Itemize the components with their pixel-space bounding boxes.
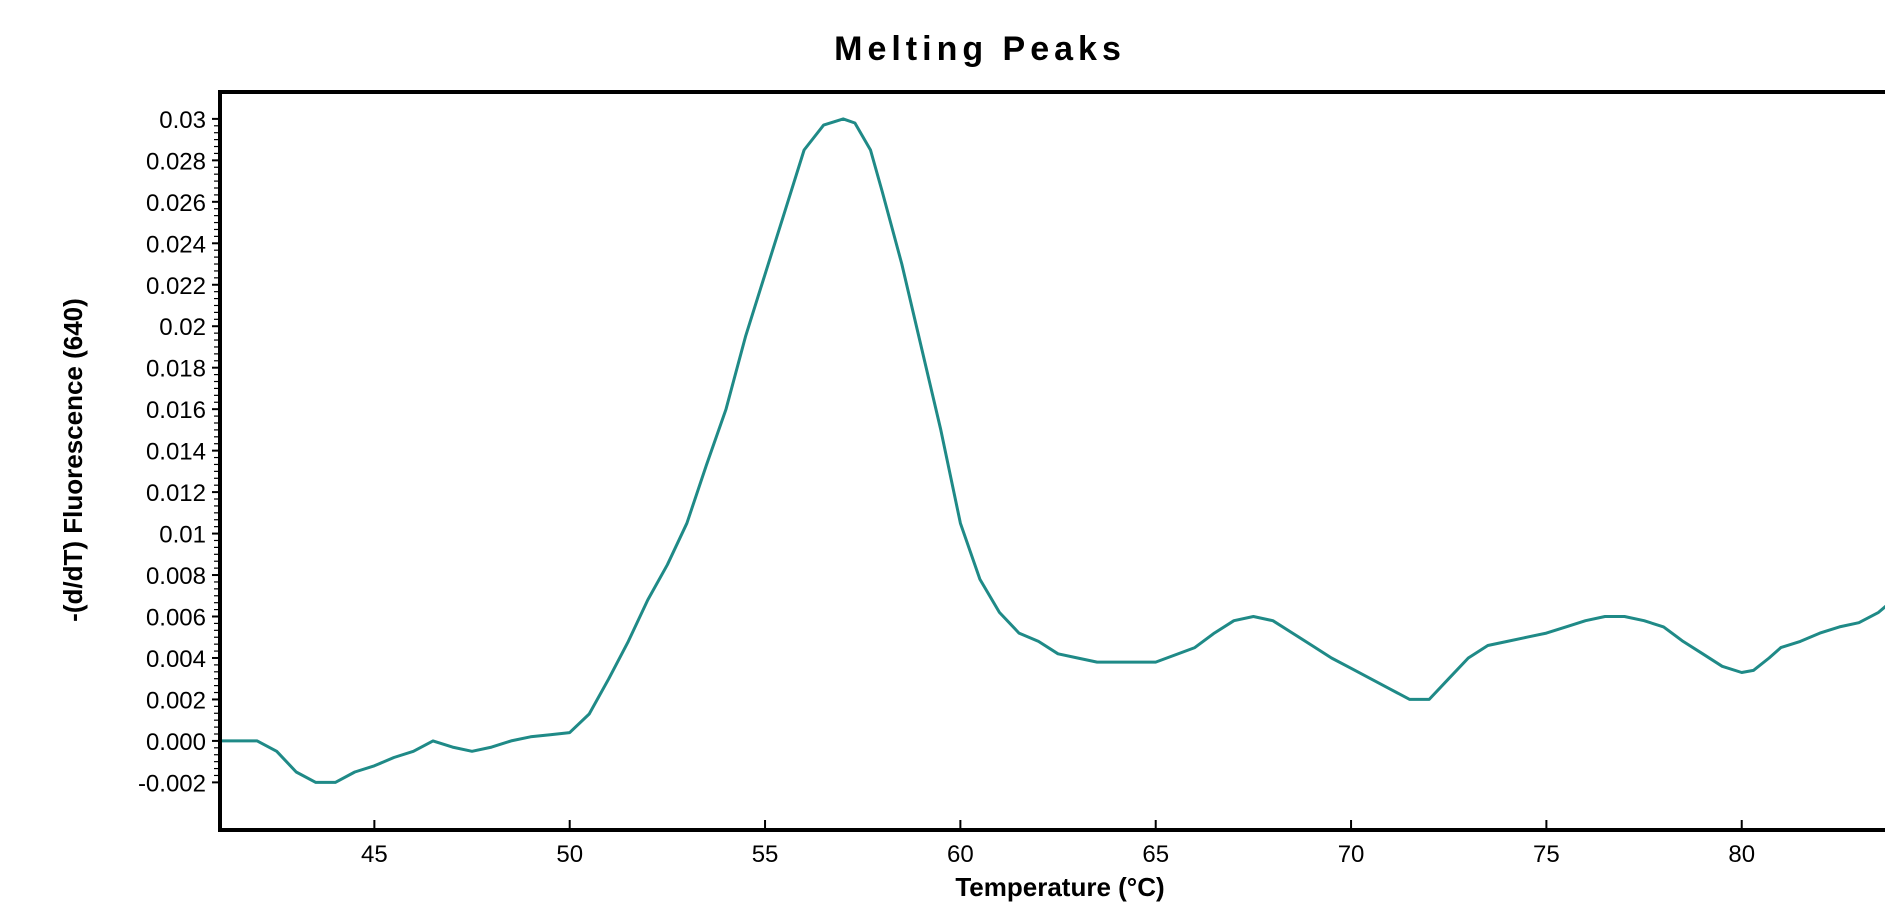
x-axis-label: Temperature (°C) bbox=[955, 872, 1164, 902]
y-tick-label: 0.02 bbox=[159, 314, 206, 341]
x-tick-label: 65 bbox=[1142, 841, 1169, 868]
y-tick-label: 0.016 bbox=[146, 397, 206, 424]
y-tick-label: 0.03 bbox=[159, 107, 206, 134]
x-tick-label: 75 bbox=[1533, 841, 1560, 868]
y-axis-label: -(d/dT) Fluorescence (640) bbox=[58, 298, 88, 622]
y-tick-label: 0.008 bbox=[146, 563, 206, 590]
x-tick-label: 55 bbox=[752, 841, 779, 868]
y-tick-label: 0.012 bbox=[146, 480, 206, 507]
y-tick-label: 0.000 bbox=[146, 729, 206, 756]
series-layer bbox=[222, 117, 1885, 784]
y-tick-label: 0.01 bbox=[159, 522, 206, 549]
x-tick-label: 50 bbox=[556, 841, 583, 868]
x-tick-label: 80 bbox=[1728, 841, 1755, 868]
y-tick-label: 0.006 bbox=[146, 605, 206, 632]
y-tick-label: 0.028 bbox=[146, 148, 206, 175]
plot-area-frame bbox=[218, 90, 1885, 832]
x-tick-label: 45 bbox=[361, 841, 388, 868]
x-axis-ticks: 45 50 55 60 65 70 75 80 bbox=[361, 820, 1755, 868]
chart-title: Melting Peaks bbox=[834, 30, 1126, 68]
x-tick-label: 60 bbox=[947, 841, 974, 868]
y-axis-ticks: 0.03 0.028 0.026 0.024 0.022 0.02 0.018 0.016 0.… bbox=[138, 107, 222, 797]
y-tick-label: 0.014 bbox=[146, 439, 206, 466]
series-line bbox=[222, 117, 1885, 784]
y-tick-label: 0.004 bbox=[146, 646, 206, 673]
y-tick-label: 0.002 bbox=[146, 687, 206, 714]
y-tick-label: 0.026 bbox=[146, 190, 206, 217]
y-tick-label: 0.018 bbox=[146, 356, 206, 383]
y-tick-label: -0.002 bbox=[138, 770, 206, 797]
y-tick-label: 0.024 bbox=[146, 231, 206, 258]
x-tick-label: 70 bbox=[1338, 841, 1365, 868]
y-tick-label: 0.022 bbox=[146, 273, 206, 300]
